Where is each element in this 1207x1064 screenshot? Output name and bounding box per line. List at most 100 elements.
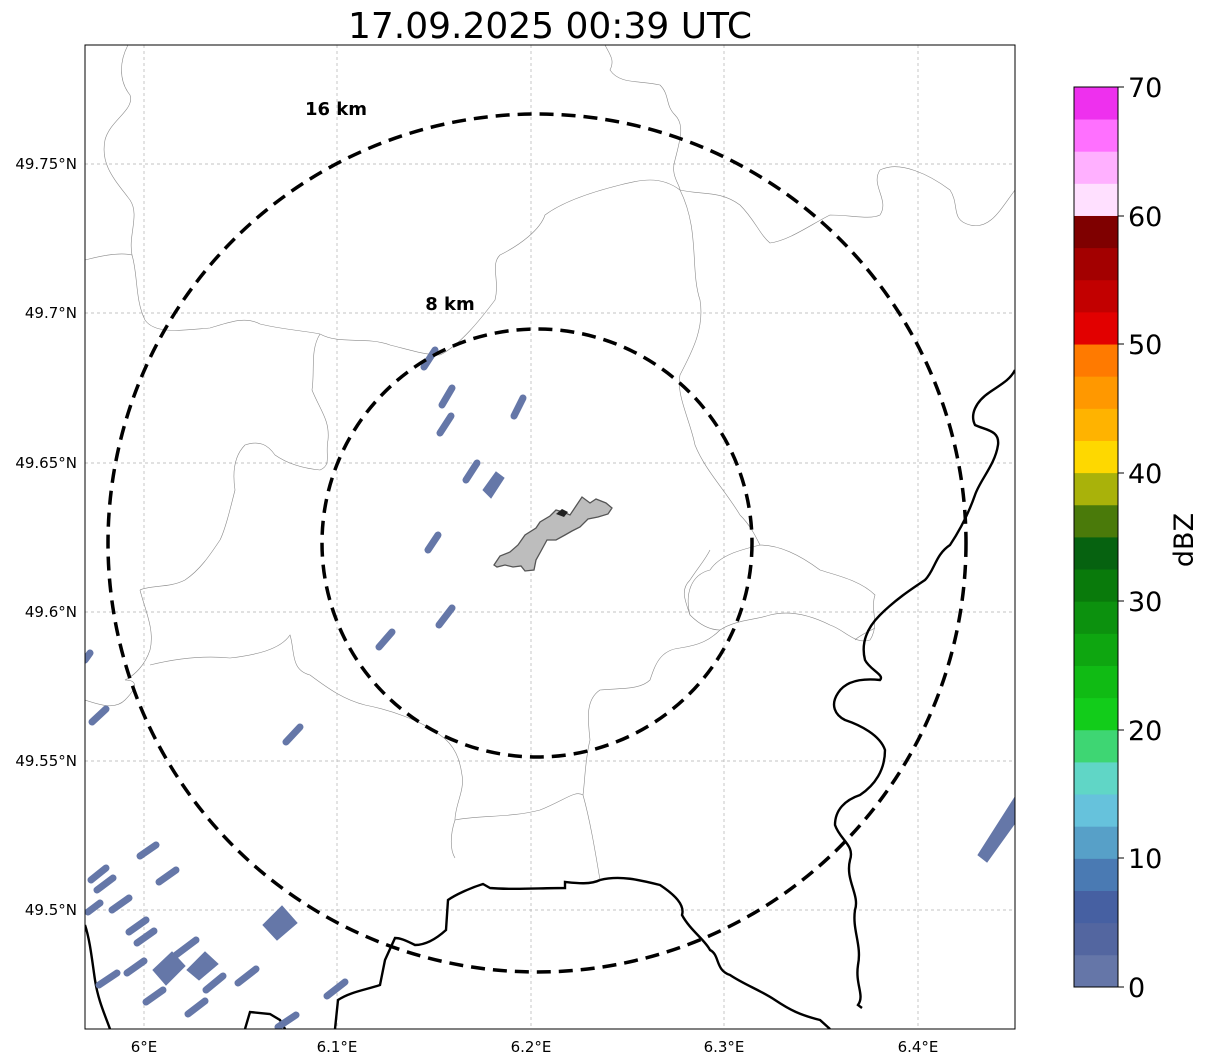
echo [462,459,481,484]
map-panel: 16 km 8 km 6°E 6.1°E 6.2°E 6.3°E 6.4°E 4… [15,44,1016,1056]
colorbar-segment [1074,151,1118,184]
echo [420,346,439,371]
echo [482,471,505,499]
lon-tick-label: 6.1°E [317,1038,358,1056]
colorbar-segment [1074,762,1118,795]
colorbar-tick-label: 30 [1128,587,1162,618]
echo [184,997,209,1018]
echo [435,604,456,629]
colorbar-tick-label: 70 [1128,73,1162,104]
colorbar-segment [1074,826,1118,859]
lon-tick-label: 6.2°E [511,1038,552,1056]
lon-tick-label: 6.4°E [898,1038,939,1056]
colorbar-segment [1074,729,1118,763]
lat-tick-label: 49.65°N [15,454,77,472]
echo [282,723,304,746]
colorbar-segment [1074,183,1118,216]
echo [155,866,180,886]
gridlines [85,45,1015,1029]
colorbar-segment [1074,697,1118,731]
echo [93,874,117,894]
colorbar-segment [1074,858,1118,891]
colorbar-segment [1074,954,1118,988]
colorbar-segment [1074,601,1118,634]
colorbar-tick-label: 50 [1128,330,1162,361]
echo [375,628,396,651]
lat-tick-label: 49.5°N [25,901,77,919]
colorbar-segment [1074,569,1118,602]
colorbar-frame [1073,86,1119,988]
echo [85,649,94,664]
city-marker [556,509,568,517]
echo [133,927,158,947]
colorbar-label: dBZ [1169,513,1200,567]
colorbar-segment [1074,537,1118,570]
echo [108,894,133,914]
lat-tick-label: 49.55°N [15,752,77,770]
colorbar-segment [1074,87,1118,120]
echo [136,841,160,860]
echo [88,705,110,726]
echo [85,899,104,916]
national-border [85,369,1015,1029]
colorbar-segment [1074,794,1118,827]
ring-label-8km: 8 km [425,294,475,315]
colorbar-segment [1074,376,1118,409]
echo [95,969,121,989]
commune-boundaries [85,45,1015,881]
colorbar-segment [1074,279,1118,313]
colorbar-segment [1074,408,1118,441]
colorbar-segment [1074,504,1118,538]
lon-axis: 6°E 6.1°E 6.2°E 6.3°E 6.4°E [131,1038,939,1056]
lat-tick-label: 49.7°N [25,304,77,322]
echo [510,394,527,420]
colorbar-segment [1074,215,1118,249]
echo [323,978,349,1000]
echo [186,951,219,981]
map-frame [84,44,1016,1030]
colorbar-tick-label: 40 [1128,459,1162,490]
lon-tick-label: 6°E [131,1038,158,1056]
colorbar-segment [1074,633,1118,666]
echo [172,936,200,959]
echo [274,1011,300,1029]
echo [424,531,442,554]
lat-tick-label: 49.6°N [25,603,77,621]
echo [87,864,110,884]
colorbar-tick-label: 20 [1128,716,1162,747]
echo [977,796,1015,863]
figure-title: 17.09.2025 00:39 UTC [348,6,752,47]
echo [152,951,186,986]
echo [234,965,260,987]
ring-label-16km: 16 km [305,99,367,120]
lat-tick-label: 49.75°N [15,155,77,173]
colorbar-tick-label: 10 [1128,844,1162,875]
echo [142,986,167,1006]
range-ring-8km [320,327,754,759]
colorbar-segment [1074,665,1118,699]
colorbar-segment [1074,922,1118,956]
colorbar-segment [1074,440,1118,474]
echo [125,916,150,936]
colorbar-ticks: 0 10 20 30 40 50 60 70 [1118,73,1162,1004]
radar-echoes [85,346,1015,1029]
colorbar-segment [1074,344,1118,377]
colorbar-segment [1074,890,1118,924]
lon-tick-label: 6.3°E [704,1038,745,1056]
city-outline [493,496,613,572]
echo [262,905,298,941]
echo [436,412,455,437]
echo [202,972,227,994]
colorbar-segment [1074,472,1118,506]
range-ring-16km [106,112,968,974]
colorbar-segments [1074,87,1118,988]
colorbar-tick-label: 60 [1128,202,1162,233]
colorbar-segment [1074,312,1118,345]
lat-axis: 49.75°N 49.7°N 49.65°N 49.6°N 49.55°N 49… [15,155,77,919]
colorbar-tick-label: 0 [1128,973,1145,1004]
colorbar-segment [1074,247,1118,281]
echo [123,957,148,977]
colorbar: 0 10 20 30 40 50 60 70 dBZ [1073,73,1200,1004]
echo [438,384,456,409]
